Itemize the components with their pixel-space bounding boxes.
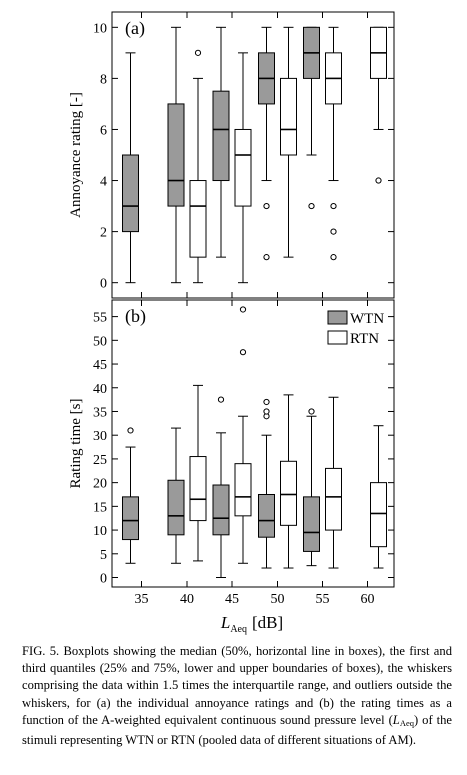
iqr-box	[325, 467, 342, 531]
legend-label-wtn: WTN	[350, 311, 384, 327]
y-tick-label: 40	[93, 382, 107, 397]
iqr-box	[167, 479, 185, 536]
x-axis-label-unit: [dB]	[252, 613, 283, 632]
y-tick-label: 50	[93, 334, 107, 349]
x-tick-label: 50	[271, 592, 285, 607]
y-tick-label: 5	[100, 548, 107, 563]
y-axis-label: Annoyance rating [-]	[68, 92, 84, 218]
box-wtn-55	[303, 26, 320, 210]
box-rtn-40	[189, 49, 207, 284]
x-tick-label: 55	[316, 592, 330, 607]
box-wtn-35	[122, 52, 139, 284]
x-axis-label-subscript: Aeq	[230, 624, 247, 635]
figure: 0 2 4 6 8 10 (a) Annoyance rating [-] 0 5 10 15 20 2…	[68, 11, 395, 635]
box-rtn-45	[234, 306, 252, 564]
outlier-point	[375, 177, 382, 184]
y-tick-label: 20	[93, 477, 107, 492]
y-tick-label: 10	[93, 21, 107, 36]
box-rtn-50	[280, 26, 297, 258]
y-tick-label: 4	[100, 175, 107, 190]
outlier-point	[217, 396, 225, 403]
iqr-box	[189, 456, 207, 522]
outlier-point	[239, 306, 247, 313]
x-axis: 35 40 45 50 55 60 LAeq [dB]	[135, 592, 375, 635]
outlier-point	[194, 49, 202, 56]
box-rtn-55	[325, 26, 342, 261]
plot-frame	[111, 11, 395, 299]
iqr-box	[189, 180, 207, 258]
iqr-box	[122, 154, 139, 233]
iqr-box	[212, 90, 230, 182]
iqr-box	[122, 496, 139, 541]
outlier-point	[263, 398, 270, 406]
box-wtn-40	[167, 26, 185, 284]
y-tick-label: 0	[100, 277, 107, 292]
caption-symbol: L	[392, 712, 400, 727]
box-wtn-55	[303, 408, 320, 567]
caption-text-end: ) of the stimuli representing WTN or RTN…	[22, 712, 452, 748]
iqr-box	[280, 77, 297, 156]
iqr-box	[303, 496, 320, 552]
box-rtn-50	[280, 394, 297, 569]
panel-a-annoyance-chart: 0 2 4 6 8 10 (a) Annoyance rating [-]	[68, 11, 395, 299]
plot-frame	[111, 299, 395, 588]
iqr-box	[212, 484, 230, 536]
box-rtn-45	[234, 52, 252, 284]
box-wtn-40	[167, 427, 185, 564]
x-tick-label: 40	[180, 592, 194, 607]
y-tick-label: 0	[100, 572, 107, 587]
y-tick-label: 2	[100, 226, 107, 241]
box-wtn-50	[258, 398, 275, 569]
y-tick-label: 35	[93, 405, 107, 420]
box-rtn-55	[325, 396, 342, 569]
outlier-point	[263, 254, 270, 261]
iqr-box	[167, 103, 185, 207]
x-tick-label: 35	[135, 592, 149, 607]
outlier-point	[308, 202, 315, 210]
iqr-box	[370, 482, 387, 548]
legend: WTN RTN	[327, 310, 384, 347]
y-tick-label: 45	[93, 358, 107, 373]
x-tick-label: 45	[225, 592, 239, 607]
iqr-box	[280, 460, 297, 526]
figure-caption: FIG. 5. Boxplots showing the median (50%…	[22, 643, 452, 749]
box-rtn-60	[370, 26, 387, 184]
outlier-point	[263, 408, 270, 415]
y-tick-label: 10	[93, 524, 107, 539]
x-axis-label-symbol: L	[220, 613, 230, 632]
box-rtn-60	[370, 425, 387, 569]
legend-label-rtn: RTN	[350, 331, 379, 347]
y-tick-label: 25	[93, 453, 107, 468]
y-tick-label: 55	[93, 311, 107, 326]
panel-b-rating-time-chart: 0 5 10 15 20 25 30 35 40 45 50 55 (b) Rating time [s]	[68, 299, 395, 588]
outlier-point	[330, 254, 337, 261]
outlier-point	[263, 202, 270, 210]
panel-label: (b)	[125, 306, 146, 327]
caption-text: FIG. 5. Boxplots showing the median (50%…	[22, 644, 452, 727]
y-tick-label: 8	[100, 72, 107, 87]
outlier-point	[308, 408, 315, 415]
y-axis-label: Rating time [s]	[68, 399, 84, 489]
iqr-box	[258, 493, 275, 538]
outlier-point	[239, 349, 247, 356]
box-rtn-40	[189, 384, 207, 562]
box-wtn-45	[212, 396, 230, 579]
iqr-box	[234, 463, 252, 517]
box-wtn-45	[212, 26, 230, 258]
outlier-point	[127, 427, 134, 434]
y-tick-label: 6	[100, 123, 107, 138]
x-tick-label: 60	[361, 592, 375, 607]
y-tick-label: 15	[93, 500, 107, 515]
x-axis-label: LAeq [dB]	[220, 613, 283, 635]
y-tick-label: 30	[93, 429, 107, 444]
panel-label: (a)	[125, 18, 145, 39]
outlier-point	[330, 202, 337, 210]
outlier-point	[330, 228, 337, 235]
legend-swatch-rtn	[327, 330, 348, 345]
box-wtn-50	[258, 26, 275, 261]
iqr-box	[234, 128, 252, 207]
box-wtn-35	[122, 427, 139, 564]
caption-subscript: Aeq	[399, 717, 414, 728]
legend-swatch-wtn	[327, 310, 348, 325]
